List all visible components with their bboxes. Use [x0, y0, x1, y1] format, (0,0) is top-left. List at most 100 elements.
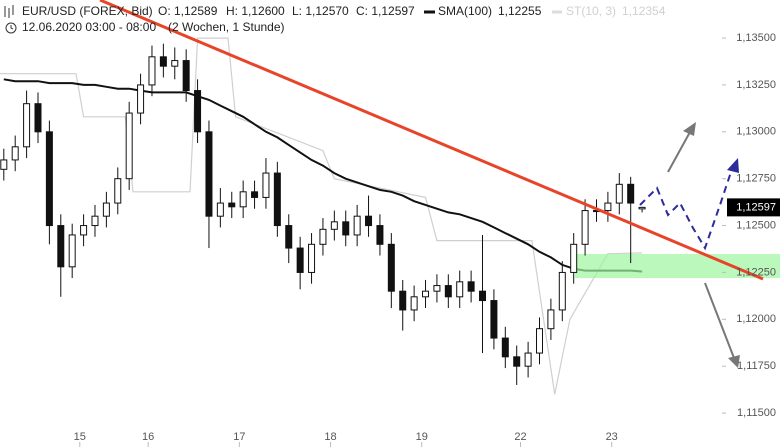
candle-body: [490, 300, 498, 339]
y-tick-label: 1,13500: [736, 32, 776, 44]
legend-value: 1,12255: [498, 4, 542, 18]
candle-body: [205, 131, 213, 217]
candle-body: [296, 247, 304, 273]
candle-body: [376, 225, 384, 245]
candle-body: [125, 112, 133, 180]
candle-body: [11, 146, 19, 161]
axis-layer: 1,13500 1,13250 1,13000 1,12750 1,12500 1,122…: [74, 32, 780, 447]
candle-body: [182, 60, 190, 92]
forecast-path: [639, 171, 732, 251]
annotations: [99, 0, 764, 368]
arrow-head: [683, 122, 696, 136]
header: EUR/USD (FOREX, Bid) O: 1,12589 H: 1,126…: [4, 4, 666, 34]
candle-body: [23, 103, 31, 148]
candle-body: [68, 234, 76, 268]
candle-body: [456, 281, 464, 298]
candle-body: [353, 215, 361, 236]
arrow-up: [667, 131, 691, 173]
candle-body: [194, 90, 202, 133]
candle-body: [0, 159, 8, 170]
candle-body: [387, 243, 395, 292]
candle-body: [159, 56, 167, 67]
candle-body: [638, 206, 646, 210]
candle-body: [308, 243, 316, 273]
chart-subtitle: 12.06.2020 03:00 - 08:00: [22, 20, 156, 34]
candle-body: [251, 191, 259, 198]
candle-body: [536, 328, 544, 354]
y-tick-label: 1,12000: [736, 313, 776, 325]
y-tick-label: 1,12250: [736, 266, 776, 278]
candle-body: [91, 215, 99, 227]
candle-body: [102, 202, 110, 217]
candle-body: [627, 183, 635, 204]
y-tick-label: 1,12500: [736, 219, 776, 231]
candle-body: [615, 183, 623, 204]
x-tick-label: 18: [324, 431, 336, 443]
candle-body: [228, 202, 236, 208]
trend-line: [99, 0, 764, 281]
candle-body: [410, 296, 418, 311]
candle-body: [513, 356, 521, 367]
y-tick-label: 1,13000: [736, 126, 776, 138]
legend-label: ST(10, 3): [566, 4, 616, 18]
candle-body: [501, 337, 509, 358]
candle-body: [239, 191, 247, 208]
x-tick-label: 22: [514, 431, 526, 443]
legend-label: SMA(100): [438, 4, 492, 18]
candle-body: [444, 285, 452, 298]
legend-value: 1,12354: [622, 4, 666, 18]
ohlc-low: L: 1,12570: [292, 4, 349, 18]
candle-body: [45, 131, 53, 227]
candle-body: [570, 243, 578, 273]
ohlc-high: H: 1,12600: [226, 4, 285, 18]
candle-body: [148, 56, 156, 86]
last-price-label: 1,12597: [736, 201, 776, 213]
overlay-line: [0, 37, 643, 395]
ohlc-close: C: 1,12597: [356, 4, 415, 18]
candle-body: [262, 172, 270, 198]
chart-title: EUR/USD (FOREX, Bid): [22, 4, 153, 18]
candle-body: [330, 221, 338, 230]
candle-body: [137, 84, 145, 114]
candle-body: [80, 225, 88, 236]
y-tick-label: 1,13250: [736, 79, 776, 91]
candle-body: [433, 285, 441, 292]
arrow-head: [727, 158, 739, 173]
x-tick-label: 16: [142, 431, 154, 443]
candle-body: [479, 290, 487, 302]
x-tick-label: 17: [233, 431, 245, 443]
candle-body: [285, 225, 293, 249]
candle-body: [399, 290, 407, 311]
clock-hand: [10, 25, 14, 30]
candle-body: [365, 215, 373, 227]
y-tick-label: 1,12750: [736, 173, 776, 185]
x-tick-label: 23: [606, 431, 618, 443]
candle-body: [57, 225, 65, 268]
candle-body: [273, 172, 281, 227]
y-tick-label: 1,11750: [737, 360, 776, 372]
candle-body: [524, 352, 532, 367]
candle-body: [581, 210, 589, 245]
last-price-box: [727, 198, 780, 217]
candle-body: [604, 202, 612, 212]
candle-body: [34, 103, 42, 133]
candle-body: [319, 228, 327, 245]
arrow-down: [704, 282, 735, 359]
chart-period: (2 Wochen, 1 Stunde): [168, 20, 285, 34]
y-tick-label: 1,11500: [737, 407, 776, 419]
candle-layer: [0, 43, 646, 385]
candle-body: [216, 202, 224, 217]
support-zone: [575, 254, 780, 278]
chart-icon: [4, 5, 14, 18]
candle-body: [467, 281, 475, 292]
candle-body: [342, 221, 350, 236]
candle-body: [114, 178, 122, 204]
candle-body: [547, 309, 555, 330]
arrow-head: [728, 355, 740, 368]
candle-body: [422, 290, 430, 298]
overlay-line: [3, 78, 643, 273]
x-tick-label: 15: [74, 431, 86, 443]
clock-icon: [5, 22, 17, 34]
ohlc-open: O: 1,12589: [158, 4, 218, 18]
